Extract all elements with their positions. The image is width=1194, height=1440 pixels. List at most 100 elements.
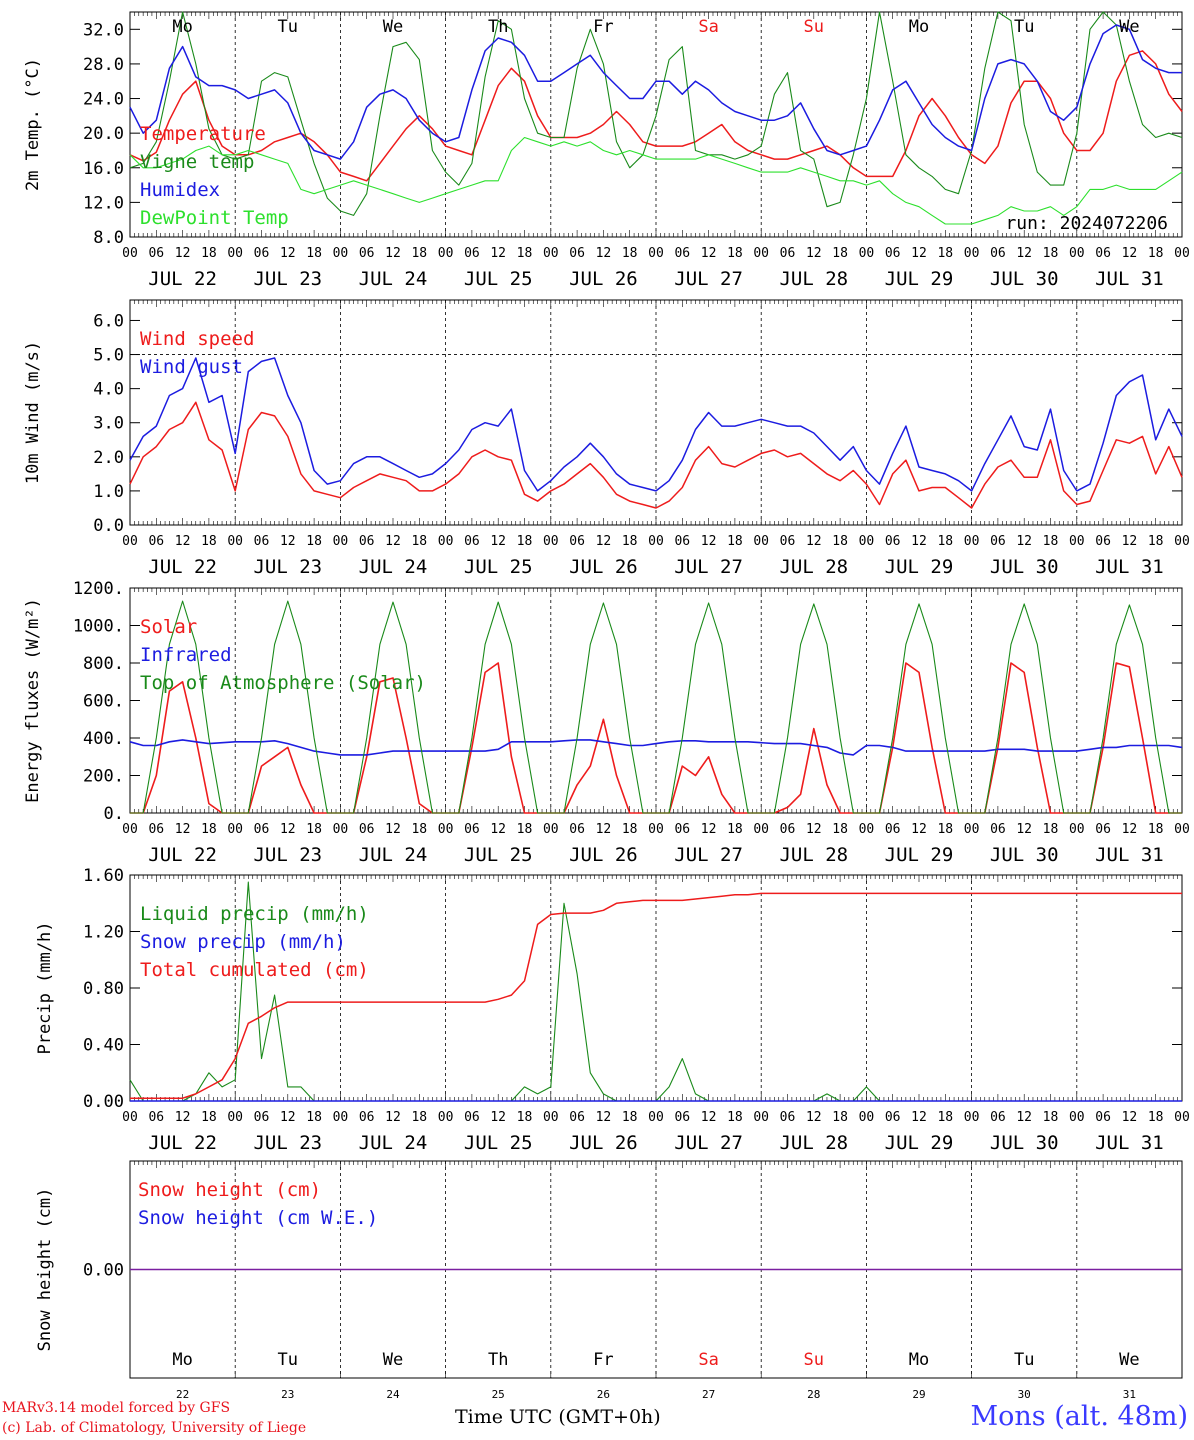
date-label: JUL 29	[885, 556, 954, 578]
hour-tick-label: 00	[1069, 246, 1085, 261]
hour-tick-label: 18	[306, 534, 322, 549]
hour-tick-label: 00	[333, 822, 349, 837]
y-tick-label: 3.0	[93, 414, 124, 434]
weekday-label: Th	[488, 17, 508, 37]
y-tick-label: 0.80	[83, 979, 124, 999]
date-label: JUL 28	[779, 268, 848, 290]
hour-tick-label: 00	[859, 822, 875, 837]
y-tick-label: 1.20	[83, 923, 124, 943]
hour-tick-label: 12	[911, 1110, 927, 1125]
weekday-label: Tu	[278, 1350, 298, 1370]
hour-tick-label: 06	[780, 534, 796, 549]
weekday-label: Su	[804, 17, 824, 37]
hour-tick-label: 06	[780, 1110, 796, 1125]
hour-tick-label: 00	[333, 246, 349, 261]
series-line	[130, 600, 1182, 814]
y-tick-label: 32.0	[83, 20, 124, 40]
hour-tick-label: 00	[438, 1110, 454, 1125]
hour-tick-label: 12	[596, 822, 612, 837]
date-label: JUL 31	[1095, 556, 1164, 578]
hour-tick-label: 18	[622, 1110, 638, 1125]
hour-tick-label: 00	[648, 534, 664, 549]
date-label: JUL 25	[464, 1132, 533, 1154]
hour-tick-label: 12	[701, 246, 717, 261]
hour-tick-label: 12	[596, 246, 612, 261]
series-line	[129, 11, 1183, 216]
date-label: JUL 24	[359, 844, 428, 866]
hour-tick-label: 00	[648, 246, 664, 261]
date-label: JUL 23	[253, 268, 322, 290]
hour-tick-label: 06	[464, 822, 480, 837]
date-label: JUL 26	[569, 844, 638, 866]
hour-tick-label: 00	[227, 534, 243, 549]
legend-entry: Humidex	[140, 179, 220, 201]
hour-tick-label: 12	[280, 246, 296, 261]
date-label: JUL 30	[990, 268, 1059, 290]
day-number-label: 27	[702, 1388, 715, 1401]
y-axis-label: Snow height (cm)	[35, 1188, 55, 1352]
legend-entry: Top of Atmosphere (Solar)	[140, 672, 426, 694]
hour-tick-label: 06	[254, 534, 270, 549]
day-number-label: 28	[807, 1388, 820, 1401]
series-line	[130, 892, 1182, 1099]
credit-model: MARv3.14 model forced by GFS	[2, 1400, 231, 1416]
hour-tick-label: 06	[1095, 246, 1111, 261]
legend-entry: DewPoint Temp	[140, 207, 289, 229]
hour-tick-label: 06	[990, 246, 1006, 261]
hour-tick-label: 06	[674, 246, 690, 261]
hour-tick-label: 00	[753, 534, 769, 549]
hour-tick-label: 12	[175, 246, 191, 261]
y-axis-label: Precip (mm/h)	[35, 921, 55, 1054]
hour-tick-label: 06	[569, 534, 585, 549]
hour-tick-label: 12	[280, 822, 296, 837]
hour-tick-label: 18	[1043, 822, 1059, 837]
hour-tick-label: 18	[306, 822, 322, 837]
hour-tick-label: 00	[859, 246, 875, 261]
hour-tick-label: 00	[753, 246, 769, 261]
hour-tick-label: 00	[543, 1110, 559, 1125]
hour-tick-label: 12	[1122, 534, 1138, 549]
hour-tick-label: 00	[964, 534, 980, 549]
hour-tick-label: 00	[1069, 1110, 1085, 1125]
hour-tick-label: 06	[254, 822, 270, 837]
hour-tick-label: 12	[385, 534, 401, 549]
day-number-label: 30	[1018, 1388, 1031, 1401]
weekday-label: Mo	[172, 17, 192, 37]
station-label: Mons (alt. 48m)	[970, 1401, 1188, 1432]
date-label: JUL 22	[148, 1132, 217, 1154]
hour-tick-label: 12	[385, 1110, 401, 1125]
day-number-label: 23	[281, 1388, 294, 1401]
weekday-label: We	[1119, 1350, 1139, 1370]
hour-tick-label: 06	[780, 822, 796, 837]
hour-tick-label: 12	[806, 822, 822, 837]
hour-tick-label: 06	[990, 822, 1006, 837]
y-axis-label: Energy fluxes (W/m²)	[23, 598, 43, 803]
hour-tick-label: 00	[964, 1110, 980, 1125]
hour-tick-label: 18	[832, 1110, 848, 1125]
weekday-label: Fr	[593, 17, 613, 37]
hour-tick-label: 06	[148, 1110, 164, 1125]
legend-entry: Solar	[140, 616, 197, 638]
hour-tick-label: 12	[806, 534, 822, 549]
hour-tick-label: 12	[1016, 822, 1032, 837]
hour-tick-label: 00	[122, 246, 138, 261]
hour-tick-label: 18	[622, 534, 638, 549]
y-tick-label: 4.0	[93, 380, 124, 400]
hour-tick-label: 18	[411, 534, 427, 549]
hour-tick-label: 00	[438, 822, 454, 837]
legend-entry: Infrared	[140, 644, 232, 666]
hour-tick-label: 06	[254, 1110, 270, 1125]
date-label: JUL 27	[674, 844, 743, 866]
y-tick-label: 0.40	[83, 1036, 124, 1056]
date-label: JUL 31	[1095, 268, 1164, 290]
legend-entry: Snow height (cm W.E.)	[138, 1207, 378, 1229]
day-number-label: 22	[176, 1388, 189, 1401]
hour-tick-label: 06	[359, 246, 375, 261]
legend-entry: Total cumulated (cm)	[140, 959, 369, 981]
weekday-label: Mo	[909, 17, 929, 37]
hour-tick-label: 00	[543, 534, 559, 549]
y-tick-label: 0.0	[93, 516, 124, 536]
y-tick-label: 6.0	[93, 311, 124, 331]
hour-tick-label: 06	[990, 1110, 1006, 1125]
y-tick-label: 1.0	[93, 482, 124, 502]
